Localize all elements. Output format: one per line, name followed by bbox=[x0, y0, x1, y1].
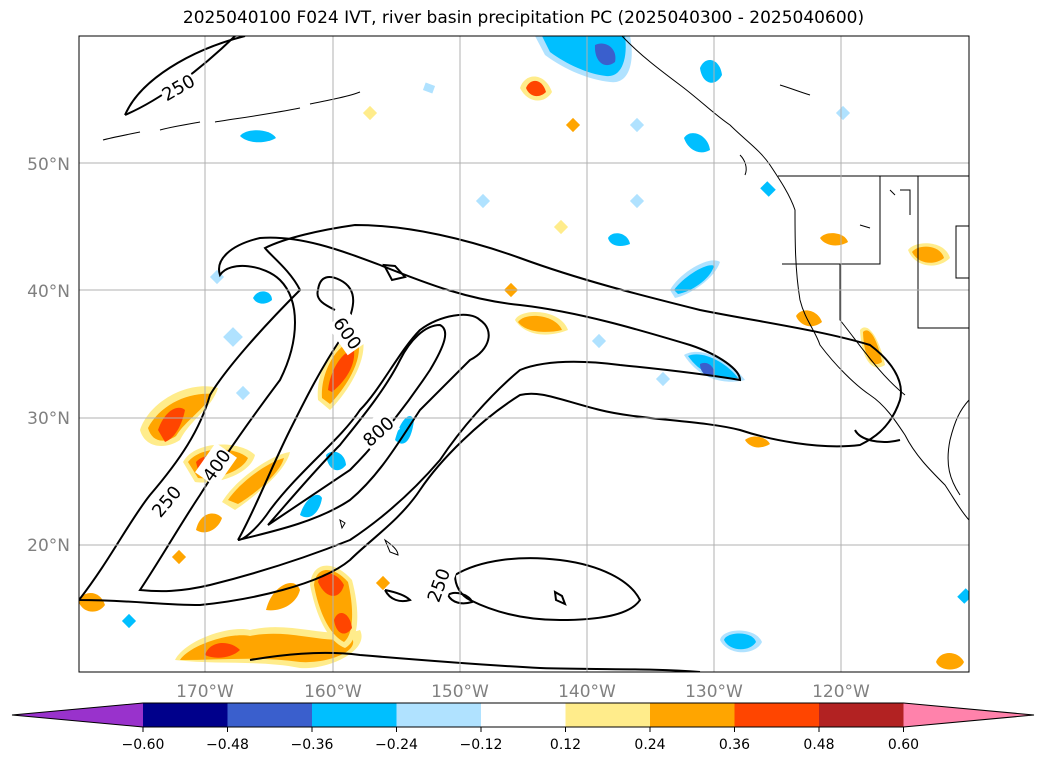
colorbar-tick-label: −0.24 bbox=[375, 737, 418, 753]
colorbar-tick-label: 0.12 bbox=[550, 737, 581, 753]
colorbar-swatch bbox=[396, 703, 482, 727]
lat-label: 40°N bbox=[27, 282, 70, 302]
colorbar-tick-label: 0.36 bbox=[719, 737, 750, 753]
colorbar-tick-label: −0.48 bbox=[206, 737, 249, 753]
lat-label: 30°N bbox=[27, 409, 70, 429]
colorbar-swatch bbox=[312, 703, 397, 727]
map-frame bbox=[78, 35, 970, 673]
graticule bbox=[79, 36, 969, 672]
colorbar-swatch bbox=[227, 703, 313, 727]
lon-label: 160°W bbox=[304, 682, 362, 702]
colorbar-swatch bbox=[734, 703, 820, 727]
colorbar-tick-label: −0.60 bbox=[122, 737, 165, 753]
map-plot-area bbox=[79, 36, 969, 672]
lat-label: 20°N bbox=[27, 536, 70, 556]
coastlines-borders bbox=[102, 36, 969, 556]
colorbar-swatch bbox=[903, 703, 1034, 727]
lat-label: 50°N bbox=[27, 155, 70, 175]
colorbar-swatch bbox=[565, 703, 651, 727]
colorbar-tick-label: −0.36 bbox=[291, 737, 334, 753]
colorbar: −0.60 −0.48 −0.36 −0.24 −0.12 0.12 0.24 0.36 0.4… bbox=[11, 702, 1035, 753]
lon-label: 140°W bbox=[558, 682, 616, 702]
precipitation-anomaly-fills bbox=[79, 36, 969, 670]
map-title: 2025040100 F024 IVT, river basin precipi… bbox=[182, 8, 865, 28]
colorbar-swatch bbox=[143, 703, 228, 727]
longitude-labels: 170°W 160°W 150°W 140°W 130°W 120°W bbox=[176, 682, 870, 702]
lon-label: 120°W bbox=[812, 682, 870, 702]
colorbar-swatch bbox=[481, 703, 566, 727]
colorbar-tick-label: 0.48 bbox=[803, 737, 834, 753]
colorbar-swatch bbox=[12, 703, 143, 727]
lon-label: 170°W bbox=[176, 682, 234, 702]
colorbar-tick-label: 0.60 bbox=[888, 737, 919, 753]
colorbar-tick-label: 0.24 bbox=[634, 737, 665, 753]
ivt-contours bbox=[79, 36, 902, 672]
lon-label: 130°W bbox=[685, 682, 743, 702]
colorbar-swatch bbox=[819, 703, 904, 727]
latitude-labels: 50°N 40°N 30°N 20°N bbox=[27, 155, 70, 556]
colorbar-swatch bbox=[650, 703, 735, 727]
lon-label: 150°W bbox=[431, 682, 489, 702]
colorbar-tick-label: −0.12 bbox=[460, 737, 503, 753]
